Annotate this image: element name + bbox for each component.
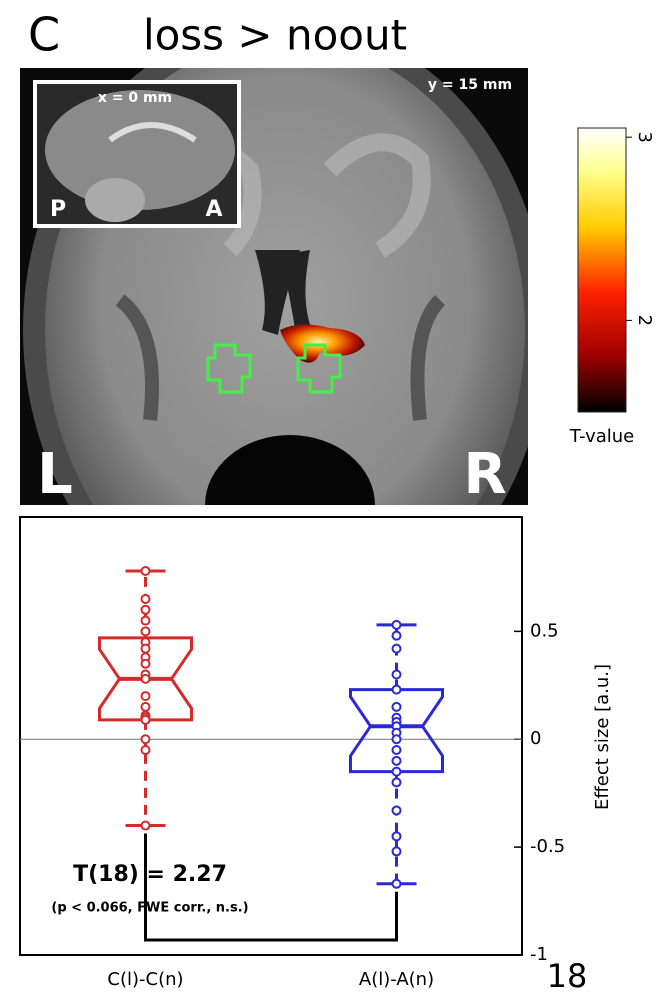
y-tick-label: 0.5 [530, 620, 559, 641]
title: loss > noout [143, 11, 407, 60]
plot-frame [20, 517, 522, 955]
y-tick-label: -1 [530, 944, 548, 965]
data-point [393, 671, 401, 679]
y-tick-label: 0 [530, 728, 541, 749]
data-point [142, 716, 150, 724]
data-point [393, 847, 401, 855]
page-number: 18 [547, 957, 588, 995]
data-point [393, 757, 401, 765]
data-point [142, 627, 150, 635]
colorbar [578, 128, 626, 412]
inset-slice-label: x = 0 mm [98, 90, 172, 106]
y-axis-label: Effect size [a.u.] [592, 664, 613, 810]
right-label: R [463, 442, 506, 507]
data-point [393, 768, 401, 776]
data-point [142, 735, 150, 743]
data-point [142, 692, 150, 700]
data-point [393, 778, 401, 786]
colorbar-tick-label: 3 [634, 131, 655, 142]
y-tick-label: -0.5 [530, 836, 565, 857]
data-point [142, 645, 150, 653]
inset-posterior: P [50, 197, 66, 222]
data-point [393, 806, 401, 814]
data-point [142, 703, 150, 711]
figure: C loss > noout y = 15 mm x = 0 mm P A L … [0, 0, 660, 996]
data-point [142, 675, 150, 683]
x-tick-label: A(l)-A(n) [359, 969, 434, 990]
data-point [393, 880, 401, 888]
data-point [393, 632, 401, 640]
inset-anterior: A [205, 197, 222, 222]
data-point [142, 660, 150, 668]
data-point [393, 746, 401, 754]
stat-annotation: T(18) = 2.27 [73, 862, 227, 887]
stat-note: (p < 0.066, FWE corr., n.s.) [51, 901, 248, 916]
data-point [142, 617, 150, 625]
left-label: L [37, 442, 73, 507]
data-point [393, 735, 401, 743]
brain-image [20, 20, 547, 640]
data-point [393, 621, 401, 629]
slice-label: y = 15 mm [428, 77, 512, 93]
data-point [142, 595, 150, 603]
data-point [393, 703, 401, 711]
colorbar-tick-label: 2 [634, 315, 655, 326]
x-tick-label: C(l)-C(n) [107, 969, 183, 990]
data-point [393, 832, 401, 840]
data-point [393, 686, 401, 694]
data-point [142, 606, 150, 614]
panel-label: C [28, 8, 60, 62]
data-point [142, 822, 150, 830]
data-point [393, 645, 401, 653]
data-point [142, 567, 150, 575]
data-point [142, 746, 150, 754]
colorbar-label: T-value [569, 426, 635, 447]
